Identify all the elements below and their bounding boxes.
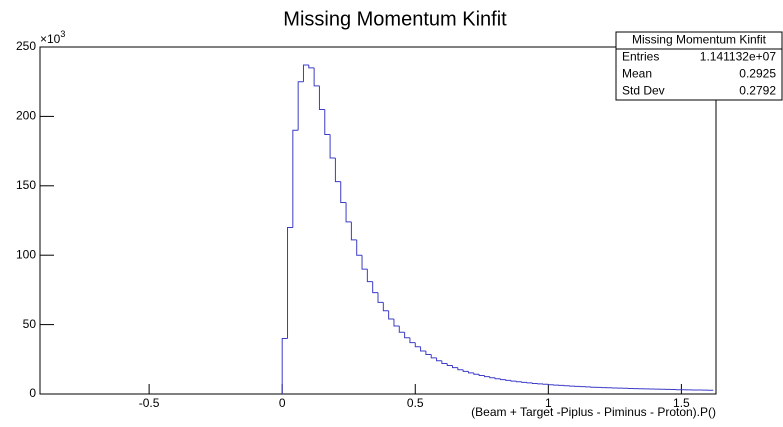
plot-frame: [39, 46, 717, 395]
histogram-bin: [393, 319, 400, 327]
histogram-bin: [366, 269, 373, 283]
histogram-bin: [462, 369, 469, 372]
histogram-bin: [324, 109, 331, 135]
histogram-bin: [382, 302, 389, 312]
y-tick-label: 50: [23, 317, 37, 331]
histogram-bin: [292, 129, 299, 228]
histogram-bin: [350, 221, 357, 241]
histogram-bin: [356, 239, 363, 256]
histogram-bin: [483, 375, 490, 378]
x-tick-label: -0.5: [139, 396, 160, 410]
histogram-bin: [425, 350, 432, 355]
y-tick-label: 200: [16, 109, 36, 123]
histogram-bin: [398, 325, 405, 333]
histogram-bin: [372, 281, 378, 294]
histogram-bin: [457, 367, 464, 371]
histogram-bin: [420, 346, 426, 352]
histogram-bin: [452, 365, 458, 369]
histogram-bin: [531, 382, 538, 384]
stats-value: 0.2925: [739, 67, 776, 81]
histogram-bin: [281, 337, 288, 394]
histogram-bin: [441, 360, 448, 364]
histogram-bin: [478, 374, 485, 377]
histogram-bin: [467, 371, 474, 374]
histogram-bin: [334, 158, 341, 183]
histogram-bin: [404, 332, 410, 339]
histogram-bin: [526, 382, 533, 384]
x-axis-label: (Beam + Target -Piplus - Piminus - Proto…: [471, 405, 716, 419]
histogram-bin: [329, 134, 336, 159]
histogram-bin: [414, 342, 421, 348]
histogram-bin: [436, 357, 442, 362]
histogram-bin: [515, 381, 522, 383]
x-tick-label: 0.5: [407, 396, 424, 410]
histogram-bin: [308, 65, 315, 69]
histogram-bin: [318, 85, 325, 110]
y-tick-label: 250: [16, 39, 36, 53]
histogram-bin: [409, 337, 416, 344]
histogram-bin: [297, 81, 304, 131]
chart-title: Missing Momentum Kinfit: [283, 8, 507, 30]
stats-value: 0.2792: [739, 84, 776, 98]
histogram-bin: [446, 363, 453, 367]
histogram-bin: [287, 226, 293, 339]
histogram-bin: [489, 376, 496, 379]
histogram-bin: [510, 380, 517, 382]
stats-label: Entries: [622, 50, 659, 64]
x-tick-label: 1.5: [673, 396, 690, 410]
stats-label: Mean: [622, 67, 652, 81]
y-multiplier: ×103: [40, 29, 65, 46]
histogram-bin: [494, 377, 501, 380]
x-tick-label: 0: [279, 396, 286, 410]
histogram-bin: [345, 202, 352, 223]
histogram-bin: [505, 379, 512, 381]
y-tick-label: 150: [16, 178, 36, 192]
x-tick-label: 1: [545, 396, 552, 410]
histogram-bin: [377, 292, 384, 303]
stats-box: [615, 31, 783, 101]
y-multiplier-exp: 3: [60, 29, 65, 39]
histogram-bin: [499, 378, 506, 381]
histogram-bin: [313, 67, 320, 87]
histogram-bin: [388, 310, 394, 320]
histogram-bin: [473, 372, 480, 375]
histogram-bin: [521, 381, 528, 383]
histogram-bin: [340, 181, 347, 203]
y-tick-label: 0: [29, 386, 36, 400]
histogram-bin: [361, 255, 368, 270]
y-multiplier-base: ×10: [40, 32, 61, 46]
stats-label: Std Dev: [622, 84, 665, 98]
histogram-bin: [430, 354, 437, 359]
y-tick-label: 100: [16, 247, 36, 261]
stats-title: Missing Momentum Kinfit: [632, 33, 767, 47]
histogram-bin: [302, 64, 309, 82]
stats-value: 1.141132e+07: [700, 50, 777, 64]
